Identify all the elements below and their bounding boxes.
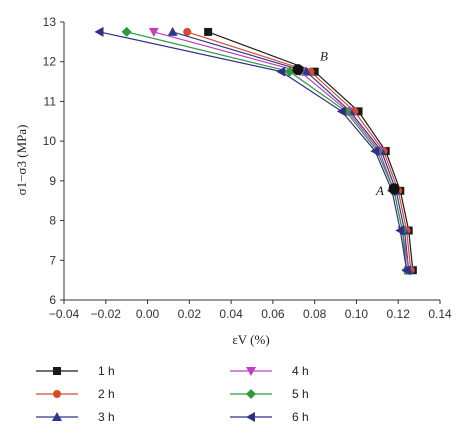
data-point xyxy=(276,66,286,77)
data-point xyxy=(370,146,380,157)
y-axis-title: σ1−σ3 (MPa) xyxy=(14,125,29,196)
legend-marker xyxy=(246,412,255,422)
x-tick-label: 0.14 xyxy=(428,307,452,321)
series-line xyxy=(99,31,408,271)
point-b-label: B xyxy=(320,49,328,64)
legend-label: 5 h xyxy=(292,387,309,401)
legend-label: 6 h xyxy=(292,410,309,424)
y-tick-label: 11 xyxy=(44,94,57,108)
data-point xyxy=(167,26,178,36)
x-tick-label: 0.02 xyxy=(178,307,202,321)
legend-marker xyxy=(246,389,256,399)
series-layer xyxy=(94,26,417,276)
legend-marker xyxy=(52,412,62,421)
y-tick-label: 13 xyxy=(43,15,57,29)
series-6 xyxy=(94,26,411,276)
y-tick-label: 6 xyxy=(49,293,56,307)
data-point xyxy=(148,27,159,37)
legend: 1 h 2 h 3 h 4 h 5 h 6 h xyxy=(36,364,309,424)
point-b-marker xyxy=(292,64,304,76)
point-a-label: A xyxy=(375,183,384,198)
x-tick-label: −0.02 xyxy=(91,307,122,321)
y-tick-label: 8 xyxy=(49,214,56,228)
data-point xyxy=(301,66,312,76)
x-tick-label: 0.00 xyxy=(136,307,160,321)
x-tick-label: −0.04 xyxy=(49,307,80,321)
y-tick-label: 10 xyxy=(43,134,57,148)
x-tick-label: 0.10 xyxy=(345,307,369,321)
data-point xyxy=(354,107,363,116)
legend-label: 3 h xyxy=(98,410,115,424)
legend-marker xyxy=(53,390,61,398)
data-point xyxy=(395,225,405,236)
y-tick-label: 12 xyxy=(43,55,57,69)
y-tick-label: 7 xyxy=(49,253,56,267)
data-point xyxy=(121,26,132,37)
legend-marker xyxy=(246,367,256,376)
data-point xyxy=(204,27,213,36)
legend-label: 1 h xyxy=(98,364,115,378)
data-point xyxy=(310,67,319,76)
x-axis-title: εV (%) xyxy=(232,332,269,347)
data-point xyxy=(401,265,411,276)
x-tick-label: 0.12 xyxy=(387,307,411,321)
x-tick-label: 0.04 xyxy=(219,307,243,321)
legend-item-1: 1 h xyxy=(36,364,115,378)
legend-label: 2 h xyxy=(98,387,115,401)
data-point xyxy=(94,26,104,37)
axes: −0.04 −0.02 0.00 0.02 0.04 0.06 0.08 0.10 0.12 0.… xyxy=(43,15,452,321)
legend-item-5: 5 h xyxy=(230,387,309,401)
annotation-layer: AB xyxy=(292,49,400,198)
data-point xyxy=(336,106,346,117)
data-point xyxy=(183,27,192,36)
series-5 xyxy=(121,26,412,276)
y-tick-label: 9 xyxy=(49,174,56,188)
legend-marker xyxy=(53,367,61,375)
legend-item-4: 4 h xyxy=(230,364,309,378)
point-a-marker xyxy=(388,183,400,195)
data-point xyxy=(284,66,295,77)
legend-label: 4 h xyxy=(292,364,309,378)
legend-item-3: 3 h xyxy=(36,410,115,424)
legend-item-6: 6 h xyxy=(230,410,309,424)
legend-item-2: 2 h xyxy=(36,387,115,401)
x-tick-label: 0.06 xyxy=(261,307,285,321)
x-tick-label: 0.08 xyxy=(303,307,327,321)
series-line xyxy=(126,31,408,271)
